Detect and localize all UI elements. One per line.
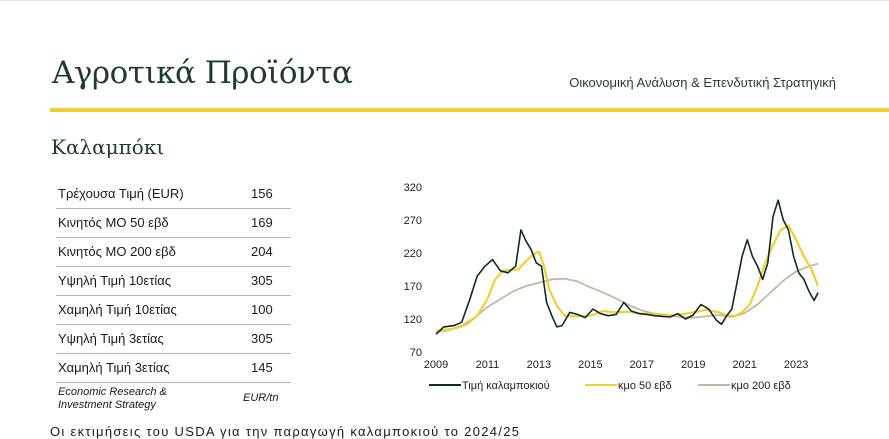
series-line-0 <box>435 199 819 335</box>
stat-value: 169 <box>251 215 273 230</box>
page-subtitle: Οικονομική Ανάλυση & Επενδυτική Στρατηγι… <box>569 75 836 90</box>
stat-value: 305 <box>251 331 273 346</box>
stats-table: Τρέχουσα Τιμή (EUR) 156 Κινητός ΜΟ 50 εβ… <box>56 180 291 413</box>
y-tick-label: 120 <box>404 314 422 326</box>
y-tick-label: 70 <box>410 347 422 359</box>
page-title: Αγροτικά Προϊόντα <box>52 55 353 91</box>
stat-row-current-price: Τρέχουσα Τιμή (EUR) 156 <box>56 180 291 209</box>
y-tick-label: 270 <box>404 215 422 227</box>
body-paragraph: Οι εκτιμήσεις του USDA για την παραγωγή … <box>50 424 521 439</box>
y-tick-label: 220 <box>404 248 422 260</box>
stat-label: Υψηλή Τιμή 3ετίας <box>58 331 164 346</box>
x-tick-label: 2021 <box>732 359 756 371</box>
stat-label: Χαμηλή Τιμή 3ετίας <box>58 360 170 375</box>
x-tick-label: 2013 <box>527 359 551 371</box>
stat-value: 145 <box>251 360 273 375</box>
source-label: Economic Research & Investment Strategy <box>58 386 167 411</box>
stat-value: 305 <box>251 273 273 288</box>
x-tick-label: 2009 <box>424 359 448 371</box>
y-tick-label: 320 <box>404 182 422 194</box>
x-tick-label: 2023 <box>784 359 808 371</box>
series-line-1 <box>435 224 820 332</box>
stat-label: Χαμηλή Τιμή 10ετίας <box>58 302 177 317</box>
y-tick-label: 170 <box>404 281 422 293</box>
stat-value: 156 <box>251 186 273 201</box>
series-line-2 <box>435 262 819 334</box>
x-tick-label: 2019 <box>681 359 705 371</box>
top-border <box>0 0 889 1</box>
stat-row-3y-high: Υψηλή Τιμή 3ετίας 305 <box>56 325 291 354</box>
stat-label: Τρέχουσα Τιμή (EUR) <box>58 186 184 201</box>
legend-label: κμο 200 εβδ <box>731 380 791 392</box>
section-title: Καλαμπόκι <box>51 135 165 159</box>
stat-row-3y-low: Χαμηλή Τιμή 3ετίας 145 <box>56 354 291 383</box>
stat-label: Υψηλή Τιμή 10ετίας <box>58 273 172 288</box>
x-tick-label: 2011 <box>476 359 500 371</box>
stat-row-10y-high: Υψηλή Τιμή 10ετίας 305 <box>56 267 291 296</box>
legend-label: Τιμή καλαμποκιού <box>462 380 550 392</box>
stat-label: Κινητός ΜΟ 50 εβδ <box>58 215 169 230</box>
x-tick-label: 2017 <box>630 359 654 371</box>
stat-label: Κινητός ΜΟ 200 εβδ <box>58 244 176 259</box>
source-row: Economic Research & Investment Strategy … <box>56 383 291 413</box>
legend-label: κμο 50 εβδ <box>618 380 672 392</box>
stat-row-ma50: Κινητός ΜΟ 50 εβδ 169 <box>56 209 291 238</box>
x-tick-label: 2015 <box>578 359 602 371</box>
stat-value: 204 <box>251 244 273 259</box>
stat-value: 100 <box>251 302 273 317</box>
stat-row-ma200: Κινητός ΜΟ 200 εβδ 204 <box>56 238 291 267</box>
source-unit: EUR/tn <box>243 392 279 404</box>
stat-row-10y-low: Χαμηλή Τιμή 10ετίας 100 <box>56 296 291 325</box>
header-accent-bar <box>50 108 889 112</box>
